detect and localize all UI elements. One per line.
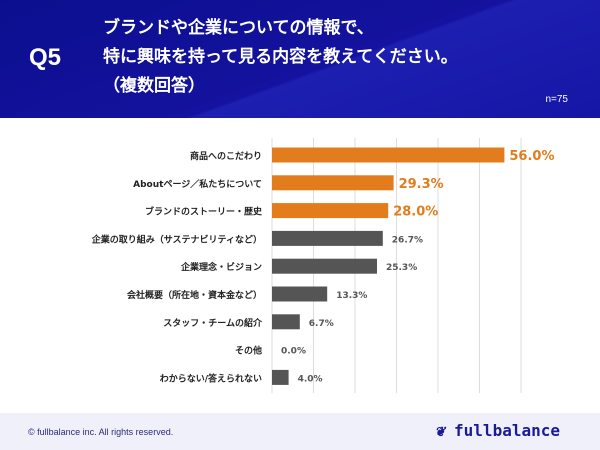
category-label: 商品へのこだわり xyxy=(190,150,262,162)
category-label: 会社概要（所在地・資本金など） xyxy=(127,289,262,301)
copyright: © fullbalance inc. All rights reserved. xyxy=(28,427,174,437)
title-line: 特に興味を持って見る内容を教えてください。 xyxy=(103,47,458,67)
value-label: 56.0% xyxy=(509,149,554,164)
bar xyxy=(272,203,389,219)
brand-logo: ❦ fullbalance xyxy=(435,421,560,440)
category-label: わからない/答えられない xyxy=(160,372,262,384)
value-label: 26.7% xyxy=(392,235,423,245)
sample-size: n=75 xyxy=(545,94,568,105)
value-label: 0.0% xyxy=(281,347,306,357)
category-label: スタッフ・チームの紹介 xyxy=(163,317,263,329)
value-label: 28.0% xyxy=(393,205,438,220)
bar xyxy=(272,369,289,385)
question-number: Q5 xyxy=(29,44,62,71)
value-label: 29.3% xyxy=(399,177,444,192)
header-banner: Q5 ブランドや企業についての情報で、 特に興味を持って見る内容を教えてください… xyxy=(0,0,600,118)
title-line: ブランドや企業についての情報で、 xyxy=(103,18,374,38)
value-label: 25.3% xyxy=(386,263,417,273)
value-label: 13.3% xyxy=(336,291,367,301)
bar xyxy=(272,230,383,246)
category-label: Aboutページ／私たちについて xyxy=(133,178,262,190)
title-line: （複数回答） xyxy=(103,76,205,96)
logo-text: fullbalance xyxy=(454,421,560,440)
question-title: ブランドや企業についての情報で、 特に興味を持って見る内容を教えてください。 （… xyxy=(103,14,458,101)
bar xyxy=(272,286,328,302)
value-label: 6.7% xyxy=(309,319,334,329)
bar xyxy=(272,147,505,163)
category-label: 企業理念・ビジョン xyxy=(180,261,262,273)
bar xyxy=(272,175,394,191)
bar xyxy=(272,314,300,330)
category-label: 企業の取り組み（サステナビリティなど） xyxy=(91,233,262,245)
bar-chart: 商品へのこだわり 56.0% Aboutページ／私たちについて 29.3% ブランドのス… xyxy=(91,138,555,393)
bar xyxy=(272,258,377,274)
feather-icon: ❦ xyxy=(434,421,445,440)
value-label: 4.0% xyxy=(298,374,323,384)
footer: © fullbalance inc. All rights reserved. … xyxy=(0,413,600,450)
category-label: その他 xyxy=(235,345,262,357)
category-label: ブランドのストーリー・歴史 xyxy=(145,206,263,218)
